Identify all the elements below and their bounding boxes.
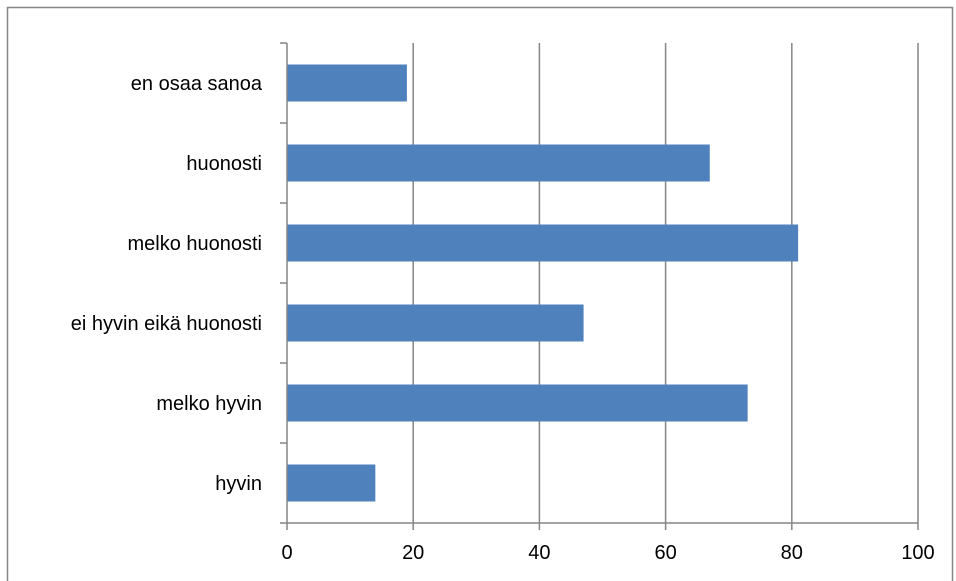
- bar-6: [287, 464, 376, 502]
- axes: [280, 42, 919, 530]
- category-label: en osaa sanoa: [131, 73, 263, 95]
- category-label: melko hyvin: [156, 393, 262, 415]
- category-label: ei hyvin eikä huonosti: [71, 313, 262, 335]
- x-tick-label: 20: [402, 542, 424, 564]
- x-tick-label: 60: [654, 542, 676, 564]
- labels: 0 20 40 60 80 100 en osaa sanoa huonosti melko h…: [71, 73, 935, 564]
- bars: [287, 64, 799, 502]
- bar-2: [287, 144, 710, 182]
- category-label: huonosti: [186, 153, 262, 175]
- category-label: hyvin: [215, 473, 262, 495]
- bar-4: [287, 304, 584, 342]
- category-label: melko huonosti: [127, 233, 262, 255]
- x-tick-label: 40: [528, 542, 550, 564]
- chart-border: [6, 6, 954, 581]
- gridlines: [412, 43, 919, 523]
- x-tick-label: 0: [281, 542, 292, 564]
- x-tick-label: 100: [901, 542, 934, 564]
- bar-5: [287, 384, 748, 422]
- bar-1: [287, 64, 407, 102]
- bar-3: [287, 224, 799, 262]
- x-tick-label: 80: [781, 542, 803, 564]
